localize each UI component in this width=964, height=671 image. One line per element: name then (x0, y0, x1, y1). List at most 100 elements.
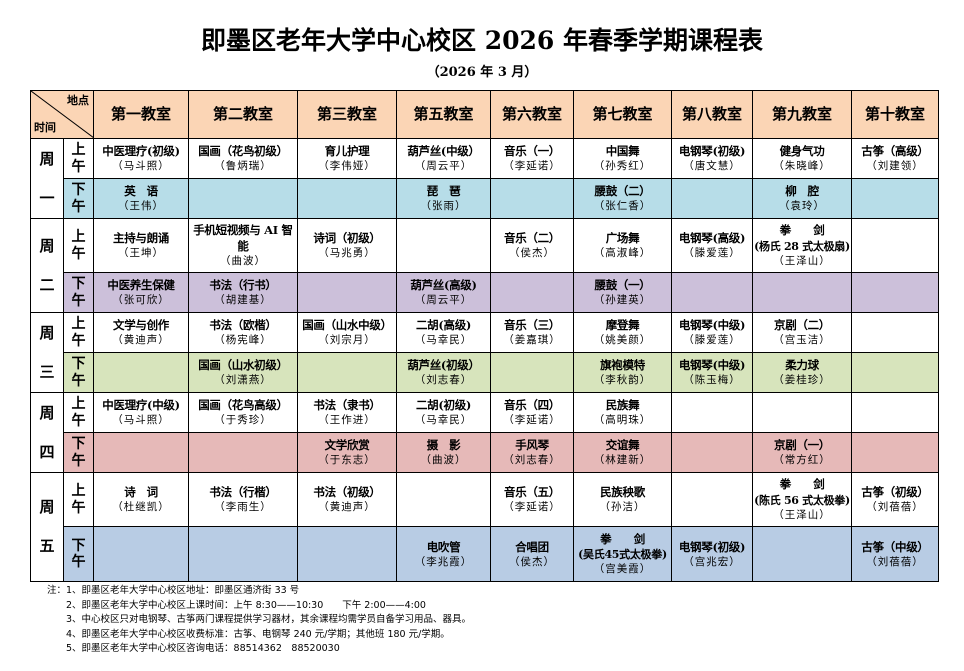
teacher-name: （李兆霞） (414, 555, 473, 568)
course-name: 健身气功 (779, 144, 825, 159)
teacher-name: （马斗照） (112, 414, 170, 427)
period-cell: 上午 (63, 218, 94, 273)
period-cell: 下午 (63, 526, 94, 582)
course-name: 文学欣赏 (324, 438, 370, 453)
period-cell: 上午 (63, 312, 94, 353)
day-label-char: 一 (39, 188, 55, 207)
teacher-name: （杜继凯） (112, 501, 170, 514)
class-cell (851, 272, 939, 313)
corner-time-label: 时间 (34, 121, 56, 134)
teacher-name: （刘志春） (414, 374, 473, 387)
teacher-name: （王伟） (118, 200, 164, 213)
class-cell: 育儿护理 （李伟娅） (297, 138, 397, 179)
teacher-name: （孙洁） (599, 501, 646, 514)
pm-row: 下午英 语（王伟）琵 琶（张雨） 腰鼓（二） （张仁香）柳 腔（袁玲） (31, 178, 939, 219)
pm-row: 下午电吹管 （李兆霞） 合唱团 （侯杰）拳 剑 (吴氏45式太极拳) （宫美霞） 电钢琴(初… (31, 526, 939, 582)
class-cell: 葫芦丝(中级） （周云平） (396, 138, 491, 179)
class-cell (396, 218, 491, 273)
corner-location-label: 地点 (67, 94, 89, 107)
teacher-name: （刘宗月） (318, 334, 376, 347)
teacher-name: （李伟娅） (318, 160, 376, 173)
class-cell: 中医理疗(初级) （马斗照） (93, 138, 189, 179)
teacher-name: （高淑峰） (593, 247, 652, 260)
note-line: 4、即墨区老年大学中心校区收费标准：古筝、电钢琴 240 元/学期；其他班 18… (66, 628, 450, 640)
column-header: 第七教室 (573, 90, 672, 139)
teacher-name: （胡建基） (214, 294, 272, 307)
course-name: 交谊舞 (605, 438, 640, 453)
class-cell (188, 432, 298, 473)
course-style: (陈氏 56 式太极拳) (754, 493, 850, 507)
class-cell: 琵 琶（张雨） (396, 178, 491, 219)
teacher-name: （张雨） (420, 200, 467, 213)
column-header: 第九教室 (752, 90, 852, 139)
course-name: 育儿护理 (324, 144, 370, 159)
class-cell: 书法（初级） （黄迪声） (297, 472, 397, 527)
class-cell: 柔力球 （姜桂珍） (752, 352, 852, 393)
course-name: 书法（行楷） (209, 485, 277, 500)
pm-row: 下午中医养生保健 （张可欣） 书法（行书） （胡建基） 葫芦丝(高级) （周云平） 腰鼓（一… (31, 272, 939, 313)
course-name: 中医养生保健 (107, 278, 175, 293)
pm-row: 下午文学欣赏 （于东志）摄 影（曲波） 手风琴 （刘志春） 交谊舞 （林建新） 京剧（一）（… (31, 432, 939, 473)
column-header: 第八教室 (671, 90, 753, 139)
course-name: 音乐（四） (504, 398, 560, 413)
period-label-char: 午 (71, 554, 86, 570)
course-name: 柳 腔 (785, 184, 819, 199)
schedule-table: 地点 时间 第一教室 第二教室 第三教室 第五教室 第六教室 第七教室 第八教室 第九教室 第十… (30, 90, 939, 582)
period-label-char: 午 (71, 499, 86, 516)
course-name: 音乐（一） (504, 144, 560, 159)
class-cell: 民族秧歌 （孙洁） (573, 472, 672, 527)
teacher-name: （姜嘉琪） (503, 334, 561, 347)
am-row: 周五上午诗 词（杜继凯） 书法（行楷） （李雨生） 书法（初级） （黄迪声） 音乐（五）（… (30, 472, 939, 582)
course-name: 音乐（五） (504, 485, 560, 500)
course-name: 民族舞 (605, 398, 640, 413)
day-label-char: 周 (39, 498, 55, 516)
course-name: 诗词（初级） (313, 231, 381, 246)
course-name: 电钢琴(初级) (678, 539, 746, 554)
teacher-name: （李延诺） (503, 414, 561, 427)
course-name: 国画（花鸟高级） (198, 398, 288, 413)
course-name: 书法（初级） (313, 485, 381, 500)
teacher-name: （马幸民） (414, 334, 473, 347)
class-cell: 京剧（一） （常方红） (752, 432, 852, 473)
class-cell: 音乐（四） （李延诺） (490, 392, 574, 433)
teacher-name: （李延诺） (503, 501, 561, 514)
class-cell (490, 272, 574, 313)
class-cell: 诗 词（杜继凯） (93, 472, 189, 527)
class-cell (93, 432, 189, 473)
class-cell: 古筝（中级） （刘蓓蓓） (851, 526, 939, 582)
teacher-name: （马斗照） (112, 160, 170, 173)
period-cell: 下午 (63, 178, 94, 219)
course-name: 主持与朗诵 (113, 231, 169, 246)
course-name: 中国舞 (605, 144, 640, 159)
period-cell: 下午 (63, 432, 94, 473)
teacher-name: （王泽山） (773, 508, 831, 521)
class-cell (851, 432, 939, 473)
day-label-char: 周 (39, 236, 55, 255)
period-label-char: 上 (71, 316, 86, 333)
class-cell: 健身气功 （朱晓峰） (752, 138, 852, 179)
course-name: 京剧（一） (774, 438, 830, 453)
class-cell: 拳 剑 (杨氏 28 式太极扇) （王泽山） (752, 218, 852, 273)
column-header: 第一教室 (93, 90, 189, 139)
period-label-char: 午 (71, 372, 86, 389)
teacher-name: （李秋韵） (593, 374, 652, 387)
teacher-name: （陈玉梅） (683, 374, 741, 387)
course-name: 书法（隶书） (313, 398, 381, 413)
class-cell: 古筝（初级） （刘蓓蓓） (851, 472, 939, 527)
class-cell: 京剧（二） （宫玉洁） (752, 312, 852, 353)
course-name: 二胡(初级) (415, 398, 472, 413)
teacher-name: （杨宪峰） (214, 334, 272, 347)
class-cell: 英 语（王伟） (93, 178, 189, 219)
am-row: 周四上午中医理疗(中级) （马斗照） 国画（花鸟高级） （于秀珍） 书法（隶书） （王作进… (30, 392, 939, 473)
class-cell: 中医养生保健 （张可欣） (93, 272, 189, 313)
teacher-name: （马幸民） (414, 414, 473, 427)
course-name: 中医理疗(初级) (102, 144, 180, 159)
teacher-name: （黄迪声） (112, 334, 170, 347)
course-name: 国画（花鸟初级） (198, 144, 288, 159)
teacher-name: （张仁香） (593, 200, 652, 213)
teacher-name: （黄迪声） (318, 501, 376, 514)
day-label-char: 周 (39, 149, 55, 168)
teacher-name: （曲波） (220, 255, 266, 268)
teacher-name: （高明珠） (593, 414, 652, 427)
class-cell (297, 352, 397, 393)
